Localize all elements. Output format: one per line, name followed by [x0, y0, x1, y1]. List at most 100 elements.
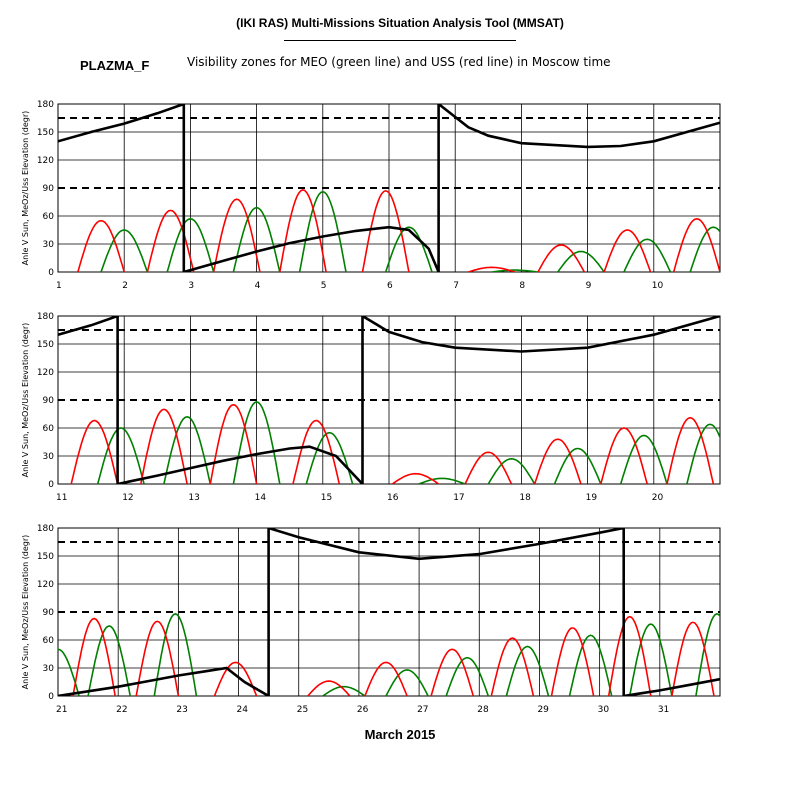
- x-tick-label: 27: [417, 705, 428, 715]
- meo-elevation-pass: [445, 656, 490, 696]
- panel-frame: [57, 527, 721, 697]
- y-tick-label: 30: [43, 452, 55, 462]
- panel-1: 1 2 3 4 5 6 7 8 9 10 0 30 60 90 120 150 180 Anle V Sun, M…: [21, 100, 721, 291]
- uss-elevation-pass: [464, 451, 513, 484]
- x-tick-label: 13: [188, 493, 199, 503]
- x-tick-label: 20: [652, 493, 664, 503]
- meo-elevation-pass: [686, 423, 720, 484]
- y-tick-label: 30: [43, 664, 55, 674]
- meo-elevation-pass: [695, 613, 720, 696]
- x-tick-label: 21: [56, 705, 67, 715]
- meo-elevation-pass: [58, 648, 80, 696]
- uss-elevation-pass: [537, 244, 586, 272]
- x-tick-label: 12: [122, 493, 133, 503]
- x-axis-label: March 2015: [364, 727, 436, 742]
- y-tick-label: 90: [43, 608, 55, 618]
- x-tick-label: 18: [519, 493, 531, 503]
- x-tick-label: 5: [321, 281, 327, 291]
- y-tick-label: 150: [37, 128, 54, 138]
- meo-elevation-pass: [87, 625, 131, 696]
- meo-elevation-pass: [232, 206, 281, 272]
- uss-elevation-pass: [135, 620, 180, 696]
- x-tick-label: 19: [586, 493, 598, 503]
- meo-elevation-pass: [557, 250, 605, 272]
- y-tick-label: 150: [37, 552, 54, 562]
- uss-elevation-pass: [77, 219, 125, 272]
- x-tick-label: 4: [255, 281, 261, 291]
- x-tick-label: 7: [453, 281, 459, 291]
- x-tick-label: 23: [176, 705, 187, 715]
- meo-elevation-pass: [100, 229, 149, 272]
- x-tick-label: 26: [357, 705, 369, 715]
- uss-elevation-pass: [550, 627, 595, 696]
- meo-elevation-pass: [619, 434, 668, 484]
- meo-elevation-pass: [568, 634, 613, 696]
- chart-subtitle: Visibility zones for MEO (green line) an…: [187, 55, 611, 69]
- x-tick-label: 29: [537, 705, 549, 715]
- y-tick-label: 60: [43, 636, 55, 646]
- uss-elevation-pass: [430, 648, 475, 696]
- uss-elevation-pass: [600, 427, 648, 484]
- y-tick-label: 60: [43, 424, 55, 434]
- y-tick-label: 0: [48, 480, 54, 490]
- y-tick-label: 60: [43, 212, 55, 222]
- meo-elevation-pass: [305, 431, 354, 484]
- y-tick-label: 150: [37, 340, 54, 350]
- meo-elevation-pass: [491, 269, 539, 272]
- y-axis-label: Anle V Sun, MeOz/Uss Elevation (degr): [21, 323, 30, 478]
- uss-elevation-pass: [279, 189, 327, 272]
- uss-elevation-pass: [212, 198, 261, 272]
- sun-angle-line: [58, 316, 720, 484]
- uss-elevation-pass: [364, 661, 408, 696]
- y-tick-label: 30: [43, 240, 55, 250]
- meo-elevation-pass: [163, 415, 212, 484]
- uss-elevation-pass: [666, 416, 715, 484]
- meo-elevation-pass: [153, 613, 198, 696]
- uss-elevation-pass: [213, 661, 258, 696]
- meo-elevation-pass: [96, 427, 145, 484]
- x-tick-label: 30: [598, 705, 610, 715]
- x-tick-label: 3: [188, 281, 194, 291]
- x-tick-label: 2: [122, 281, 128, 291]
- sun-angle-line: [58, 528, 720, 696]
- y-tick-label: 180: [37, 312, 54, 322]
- meo-elevation-pass: [166, 217, 215, 272]
- meo-elevation-pass: [553, 447, 602, 484]
- uss-elevation-pass: [607, 615, 652, 696]
- meo-elevation-pass: [628, 623, 673, 696]
- y-tick-label: 120: [37, 156, 54, 166]
- uss-elevation-pass: [672, 217, 720, 272]
- y-axis-label: Anle V Sun, MeOz/Uss Elevation (degr): [21, 111, 30, 266]
- x-tick-label: 17: [453, 493, 464, 503]
- x-tick-label: 24: [237, 705, 249, 715]
- x-tick-label: 11: [56, 493, 67, 503]
- meo-elevation-pass: [505, 645, 550, 696]
- panel-2: 11 12 13 14 15 16 17 18 19 20 0 30 60 90 120 150 180 Anle…: [21, 312, 721, 503]
- chart-title: (IKI RAS) Multi-Missions Situation Analy…: [236, 16, 564, 30]
- uss-elevation-pass: [292, 419, 341, 484]
- panel-plot-area: [58, 528, 720, 696]
- y-tick-label: 90: [43, 396, 55, 406]
- x-tick-label: 28: [477, 705, 489, 715]
- panel-frame: [57, 103, 721, 273]
- uss-elevation-pass: [671, 621, 715, 696]
- uss-elevation-pass: [307, 680, 351, 696]
- meo-elevation-pass: [384, 226, 433, 272]
- x-tick-label: 10: [652, 281, 664, 291]
- uss-elevation-pass: [391, 472, 440, 484]
- y-tick-label: 120: [37, 368, 54, 378]
- x-tick-label: 16: [387, 493, 399, 503]
- meo-elevation-pass: [322, 685, 366, 696]
- meo-elevation-pass: [623, 238, 672, 272]
- panel-3: 21 22 23 24 25 26 27 28 29 30 31 0 30 60 90 120 150 180 An…: [21, 524, 721, 715]
- meo-elevation-pass: [232, 401, 281, 484]
- uss-elevation-pass: [72, 617, 116, 696]
- uss-elevation-pass: [70, 419, 119, 484]
- x-tick-label: 6: [387, 281, 393, 291]
- panel-frame: [57, 315, 721, 485]
- uss-elevation-pass: [140, 408, 188, 484]
- y-tick-label: 0: [48, 268, 54, 278]
- x-tick-label: 22: [116, 705, 127, 715]
- x-tick-label: 31: [658, 705, 669, 715]
- uss-elevation-pass: [468, 266, 516, 272]
